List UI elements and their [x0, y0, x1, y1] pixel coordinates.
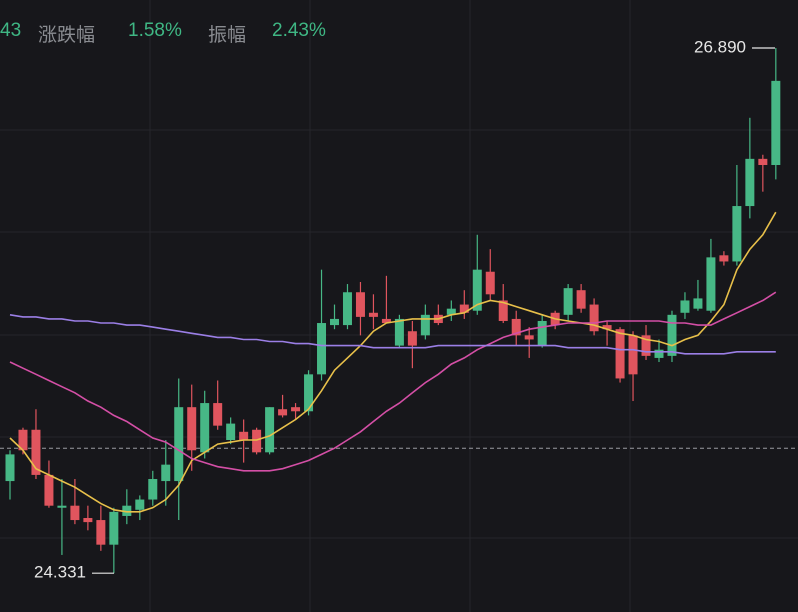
candle-body — [381, 318, 391, 324]
average-line — [9, 291, 777, 472]
high-label: 26.890 — [694, 38, 746, 57]
candle-body — [83, 518, 93, 523]
candle-body — [213, 403, 223, 426]
candle-body — [524, 335, 534, 340]
candle-body — [200, 403, 210, 453]
candle-body — [57, 505, 67, 508]
header-label: 振幅 — [208, 25, 247, 46]
header-value: 1.58% — [128, 20, 182, 41]
candle-body — [355, 292, 365, 317]
low-label: 24.331 — [34, 563, 86, 582]
candle-body — [641, 335, 651, 356]
candle-body — [265, 407, 275, 453]
candle-body — [498, 300, 508, 321]
candle-body — [602, 325, 612, 330]
average-line — [9, 211, 777, 513]
candle-body — [472, 269, 482, 311]
candle-body — [680, 300, 690, 313]
candle-body — [70, 505, 80, 521]
candle-body — [317, 323, 327, 375]
candle-body — [122, 505, 132, 516]
candle-body — [693, 298, 703, 309]
candle-body — [485, 271, 495, 295]
candle-body — [654, 349, 664, 358]
candle-body — [420, 314, 430, 336]
candle-body — [187, 407, 197, 451]
candle-body — [304, 374, 314, 412]
candle-body — [342, 292, 352, 326]
candle-body — [706, 257, 716, 311]
candle-body — [758, 158, 768, 166]
candle-body — [771, 80, 781, 166]
candle-body — [589, 304, 599, 332]
candle-body — [667, 314, 677, 356]
candle-body — [226, 423, 236, 441]
candle-body — [278, 409, 288, 416]
candle-body — [330, 318, 339, 326]
candle-body — [96, 520, 106, 545]
candle-body — [368, 312, 378, 317]
candle-body — [719, 255, 729, 262]
candle-body — [252, 429, 262, 453]
candle-body — [135, 499, 145, 510]
candle-body — [5, 454, 15, 482]
candle-body — [732, 206, 742, 262]
candle-body — [161, 464, 171, 482]
candle-body — [44, 474, 54, 506]
candle-body — [394, 318, 404, 346]
candle-body — [511, 318, 521, 336]
candle-body — [31, 429, 41, 475]
candle-body — [563, 288, 573, 315]
candle-body — [109, 511, 119, 545]
candle-body — [174, 407, 184, 482]
header-value: 2.43% — [272, 20, 326, 41]
candle-body — [745, 158, 755, 207]
candle-body — [459, 304, 469, 313]
candle-body — [239, 431, 249, 441]
candle-body — [407, 331, 417, 346]
candle-body — [628, 335, 638, 375]
header-label: 涨跌幅 — [38, 25, 96, 46]
candle-body — [615, 329, 625, 379]
header-value: 43 — [0, 20, 22, 41]
candle-body — [446, 308, 456, 315]
candle-body — [537, 320, 547, 346]
candle-body — [576, 290, 586, 309]
candle-body — [148, 479, 158, 500]
average-line — [9, 314, 776, 355]
candle-body — [18, 429, 28, 451]
candle-body — [291, 407, 301, 412]
